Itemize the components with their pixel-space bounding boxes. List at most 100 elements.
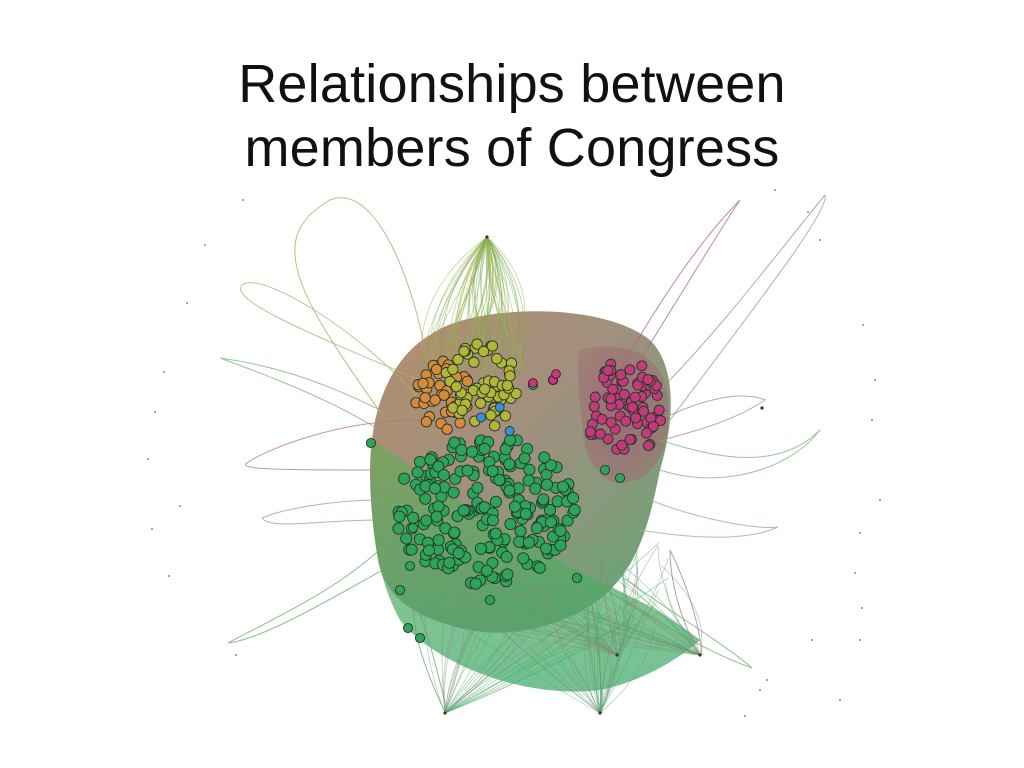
edge-hub-bottom bbox=[569, 589, 618, 656]
edge-hub-bottom bbox=[444, 606, 595, 714]
node-outlier bbox=[365, 437, 377, 449]
edge-hub-bottom bbox=[484, 576, 701, 656]
hub-node bbox=[698, 653, 702, 657]
node-outlier bbox=[571, 572, 583, 584]
hub-node bbox=[598, 711, 602, 715]
hub-node bbox=[485, 235, 489, 239]
node-green bbox=[400, 532, 413, 545]
edge-hub-top bbox=[486, 236, 526, 380]
isolated-node bbox=[819, 239, 821, 241]
isolated-node bbox=[168, 575, 170, 577]
edge-hub-bottom bbox=[417, 615, 701, 656]
edge-hub-bottom bbox=[439, 595, 701, 656]
edge-hub-bottom bbox=[530, 614, 701, 656]
node-olive bbox=[468, 356, 480, 368]
node-green bbox=[517, 552, 530, 565]
node-green bbox=[556, 480, 570, 493]
edge-hub-bottom bbox=[444, 604, 464, 714]
edge-hub-bottom bbox=[599, 618, 655, 714]
edge-hub-bottom bbox=[444, 554, 527, 714]
node-olive bbox=[504, 370, 516, 382]
edge-hub-bottom bbox=[444, 542, 660, 714]
isolated-node bbox=[179, 505, 181, 507]
node-green bbox=[411, 466, 424, 479]
node-green bbox=[504, 518, 517, 531]
isolated-node bbox=[871, 419, 873, 421]
edge-outer-arc bbox=[227, 539, 401, 644]
node-green bbox=[405, 543, 418, 556]
edge-hub-top bbox=[420, 236, 488, 355]
edge-hub-top bbox=[472, 236, 497, 381]
edge-hub-bottom bbox=[444, 561, 467, 714]
edge-hub-bottom bbox=[573, 553, 701, 656]
node-green bbox=[407, 511, 420, 524]
node-green bbox=[540, 478, 554, 491]
edge-hub-bottom bbox=[492, 565, 701, 656]
isolated-node bbox=[861, 607, 863, 609]
node-green bbox=[428, 482, 441, 495]
node-magenta bbox=[605, 416, 617, 428]
edge-hub-bottom bbox=[444, 583, 555, 714]
node-green bbox=[466, 445, 479, 458]
node-green bbox=[430, 510, 443, 523]
node-magenta bbox=[653, 404, 665, 416]
node-magenta bbox=[642, 440, 654, 452]
node-outlier bbox=[404, 560, 416, 572]
node-magenta bbox=[588, 401, 600, 412]
isolated-node bbox=[759, 689, 761, 691]
node-magenta bbox=[641, 427, 652, 439]
edge-hub-top bbox=[428, 236, 488, 362]
node-blue bbox=[494, 402, 505, 413]
node-magenta bbox=[605, 393, 617, 405]
edge-outer-arc bbox=[619, 199, 741, 371]
edge-outer-arc bbox=[245, 419, 421, 471]
edge-hub-top bbox=[486, 236, 526, 353]
node-green bbox=[424, 453, 437, 466]
edge-layer bbox=[219, 193, 826, 714]
node-blue bbox=[504, 426, 515, 436]
node-magenta bbox=[618, 388, 630, 400]
node-green bbox=[529, 482, 542, 495]
isolated-node bbox=[879, 499, 881, 501]
slide-title-line-1: Relationships between bbox=[238, 54, 786, 114]
isolated-node bbox=[163, 371, 165, 373]
edge-hub-top bbox=[486, 236, 522, 381]
edge-hub-bottom bbox=[424, 549, 446, 714]
edge-hub-bottom bbox=[567, 591, 618, 656]
node-green bbox=[437, 468, 450, 482]
edge-hub-bottom bbox=[444, 619, 600, 714]
isolated-node bbox=[147, 458, 149, 460]
isolated-node-layer bbox=[147, 189, 881, 717]
node-green bbox=[486, 464, 499, 478]
node-green bbox=[455, 443, 468, 457]
node-outlier bbox=[614, 472, 626, 484]
node-green bbox=[503, 484, 516, 497]
edge-outer-arc bbox=[413, 598, 448, 713]
edge-hub-bottom bbox=[446, 568, 601, 714]
node-green bbox=[469, 577, 482, 590]
node-outlier bbox=[484, 594, 496, 606]
node-green bbox=[447, 486, 460, 499]
slide-title: Relationships between members of Congres… bbox=[0, 52, 1024, 180]
isolated-node bbox=[774, 189, 776, 191]
isolated-node bbox=[859, 639, 861, 641]
node-green bbox=[457, 504, 470, 517]
node-orange bbox=[441, 423, 453, 435]
node-olive bbox=[447, 402, 459, 414]
isolated-node bbox=[186, 302, 188, 304]
node-magenta bbox=[642, 374, 654, 386]
node-green bbox=[530, 522, 543, 535]
node-green bbox=[567, 491, 580, 505]
edge-hub-top bbox=[480, 236, 489, 375]
edge-outer-arc bbox=[669, 549, 703, 656]
edge-hub-top bbox=[486, 236, 504, 365]
isolated-node bbox=[874, 379, 876, 381]
edge-hub-bottom bbox=[444, 608, 613, 714]
node-magenta bbox=[624, 364, 636, 376]
hub-node bbox=[760, 406, 764, 410]
node-magenta bbox=[596, 413, 608, 425]
node-outlier bbox=[402, 622, 414, 634]
node-green bbox=[392, 522, 405, 535]
node-olive bbox=[458, 345, 470, 357]
